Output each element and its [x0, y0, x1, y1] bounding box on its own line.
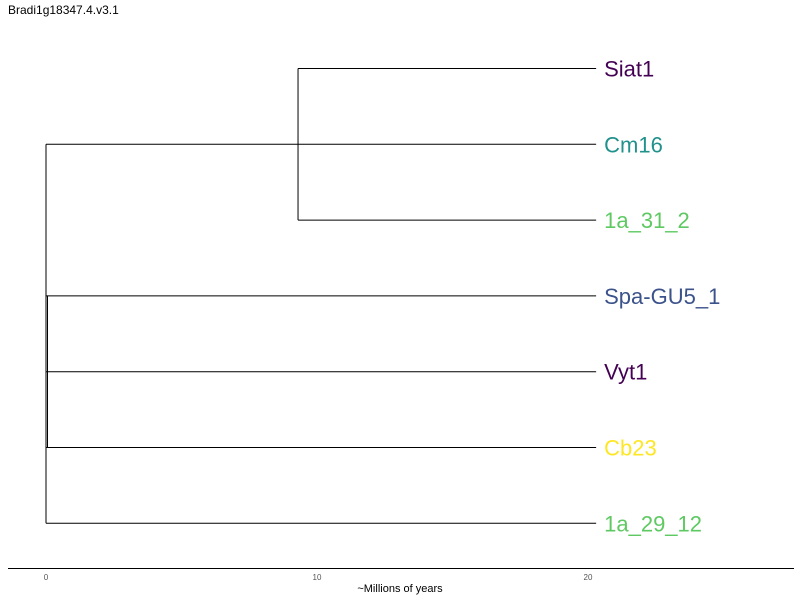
leaf-label: Siat1	[604, 57, 654, 82]
leaf-label: Cm16	[604, 132, 663, 157]
leaf-label: Vyt1	[604, 360, 647, 385]
leaf-label: Spa-GU5_1	[604, 284, 720, 309]
leaf-label: Cb23	[604, 436, 657, 461]
leaf-label: 1a_31_2	[604, 208, 690, 233]
page-title: Bradi1g18347.4.v3.1	[8, 3, 119, 17]
x-tick-label: 20	[584, 573, 593, 582]
x-tick-label: 10	[313, 573, 322, 582]
x-tick-label: 0	[44, 573, 49, 582]
leaf-label: 1a_29_12	[604, 511, 702, 536]
x-axis-label: ~Millions of years	[357, 583, 443, 595]
